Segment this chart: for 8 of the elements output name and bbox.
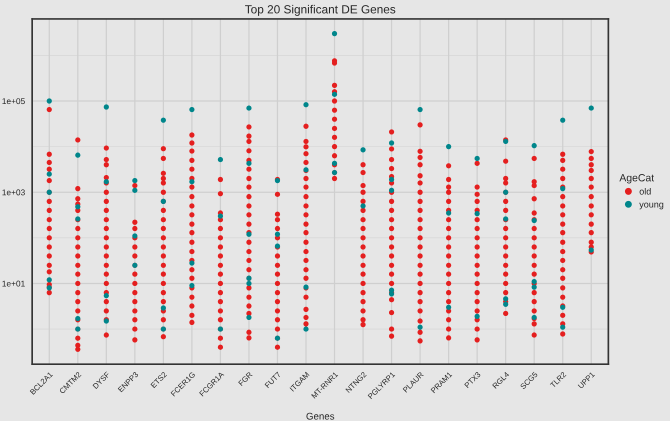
legend-label: young — [639, 202, 664, 210]
y-tick-label: 1e+03 — [2, 189, 25, 196]
chart-title: Top 20 Significant DE Genes — [245, 4, 396, 16]
y-tick-label: 1e+05 — [2, 98, 25, 104]
legend-label: old — [640, 188, 651, 195]
y-tick-label: 1e+01 — [2, 280, 25, 287]
x-axis-title: Genes — [306, 412, 334, 420]
legend-title: AgeCat — [619, 174, 654, 184]
